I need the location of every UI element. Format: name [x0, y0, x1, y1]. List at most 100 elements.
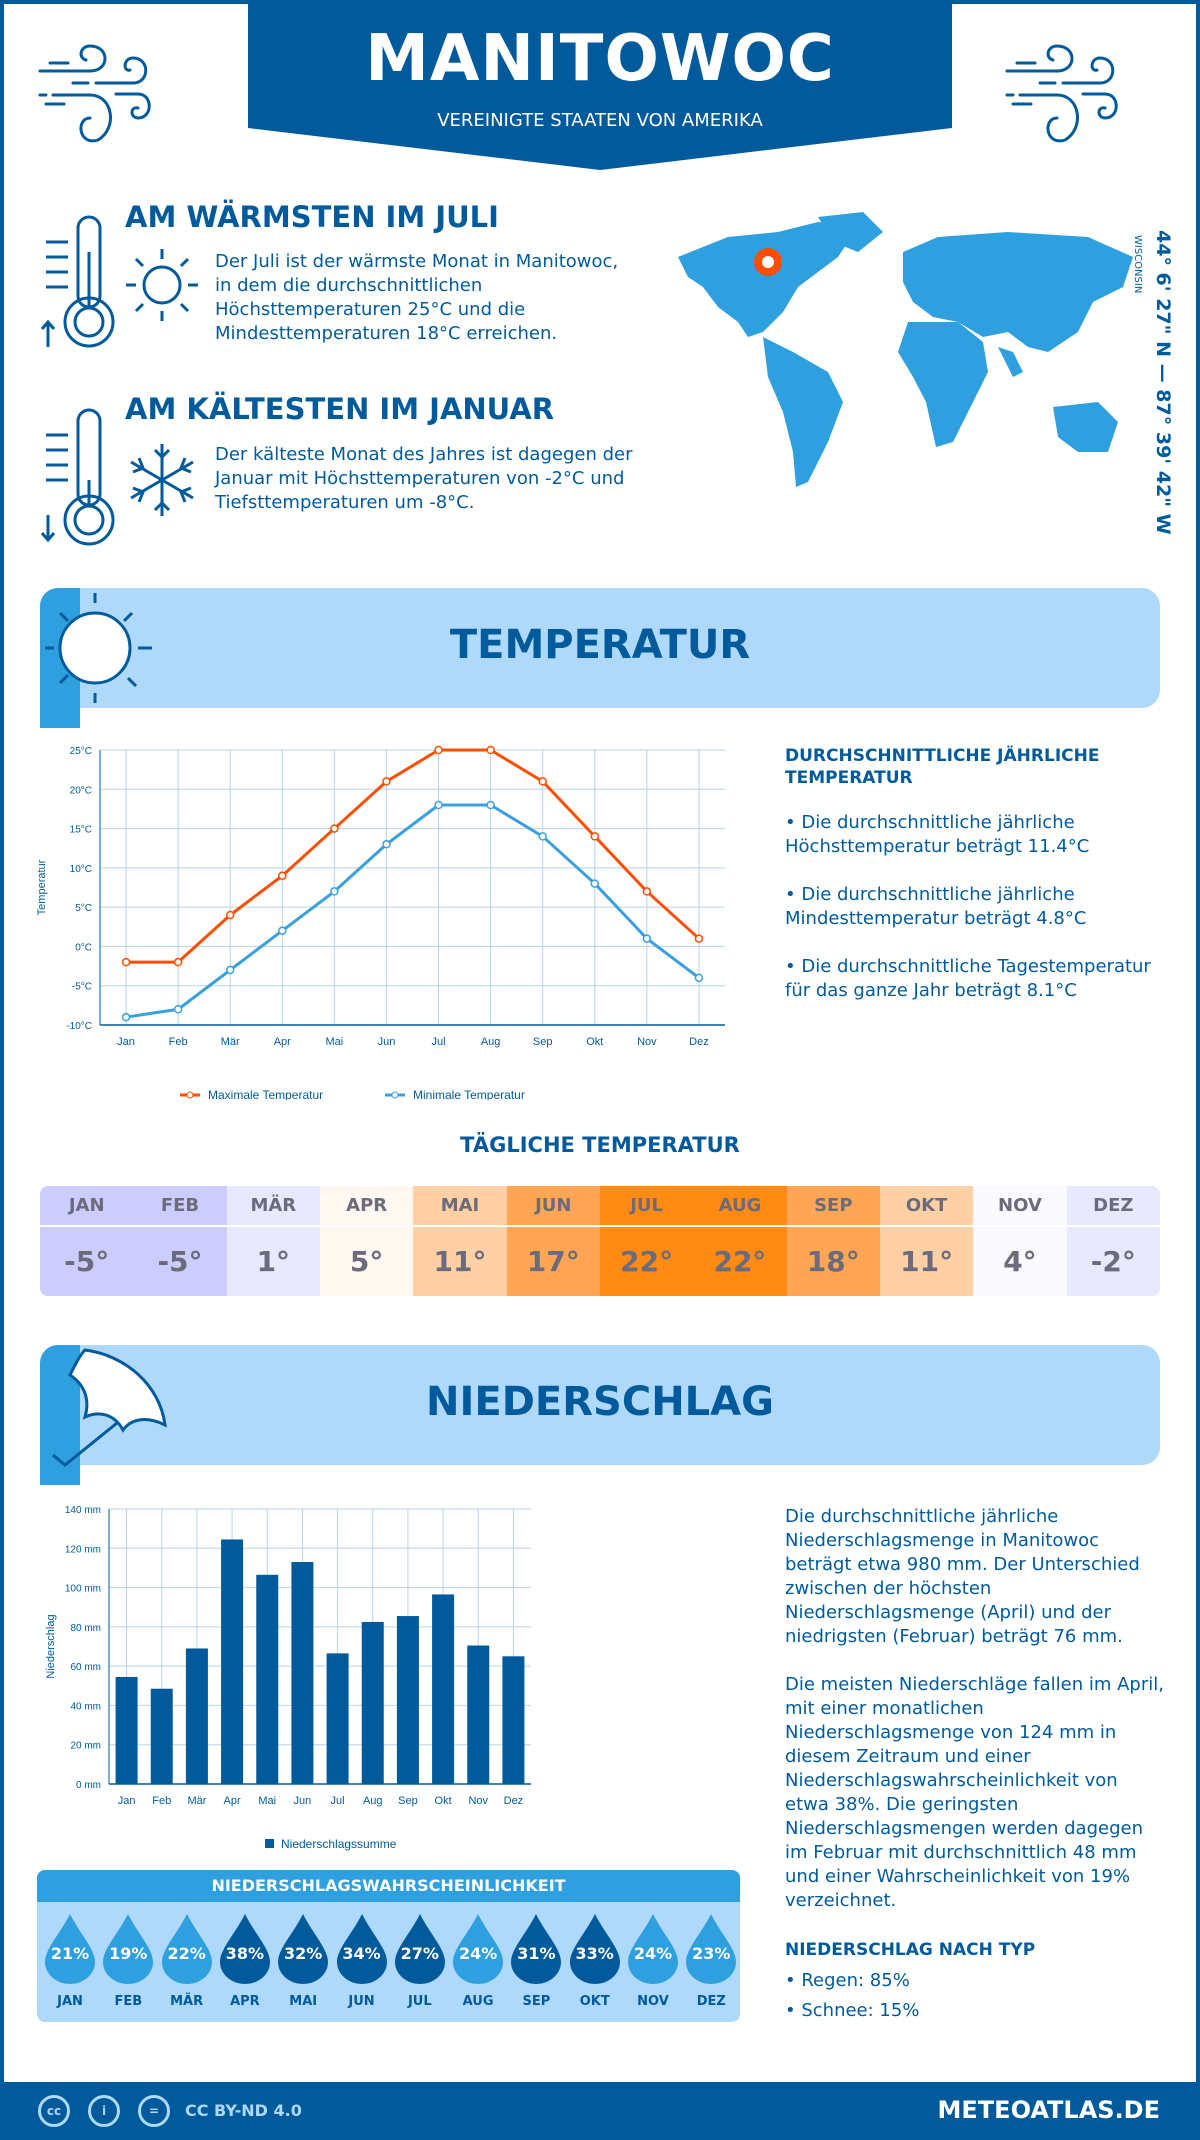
- x-tick-label: Mär: [221, 1036, 240, 1048]
- precipitation-text-1: Die durchschnittliche jährliche Niedersc…: [785, 1506, 1140, 1647]
- data-point: [382, 777, 391, 786]
- raindrop-icon: [336, 1914, 387, 1984]
- x-tick-label: Jan: [117, 1036, 135, 1048]
- probability-month: SEP: [522, 1994, 551, 2009]
- probability-month: NOV: [637, 1994, 669, 2009]
- raindrop-icon: [511, 1914, 562, 1984]
- precip-bar: [115, 1676, 138, 1784]
- precip-bar: [291, 1562, 314, 1784]
- data-point: [173, 1005, 183, 1014]
- daily-month: MAI: [413, 1186, 507, 1227]
- bullet: • Die durchschnittliche jährliche Mindes…: [785, 884, 1087, 929]
- y-tick-label: 15°C: [70, 825, 92, 836]
- daily-value: -5°: [133, 1226, 227, 1296]
- y-axis-label: Niederschlag: [45, 1614, 57, 1678]
- precip-bar: [467, 1645, 490, 1784]
- y-tick-label: 40 mm: [70, 1701, 101, 1712]
- raindrop-icon: [569, 1914, 620, 1984]
- probability-value: 33%: [575, 1944, 614, 1963]
- x-tick-label: Jul: [331, 1795, 345, 1807]
- precipitation-text-2: Die meisten Niederschläge fallen im Apri…: [785, 1674, 1164, 1911]
- snowflake-icon: [130, 444, 194, 516]
- probability-value: 31%: [517, 1944, 556, 1963]
- daily-month: DEZ: [1066, 1186, 1160, 1227]
- data-point: [225, 965, 235, 975]
- bullet: • Die durchschnittliche Tagestemperatur …: [785, 956, 1151, 1001]
- daily-month: MÄR: [226, 1186, 320, 1227]
- license-text[interactable]: CC BY-ND 4.0: [185, 2101, 302, 2120]
- data-point: [382, 840, 391, 849]
- precip-bar: [256, 1574, 279, 1784]
- y-tick-label: -10°C: [66, 1021, 92, 1032]
- x-tick-label: Sep: [398, 1795, 418, 1807]
- data-point: [278, 926, 287, 935]
- daily-month: JUN: [506, 1186, 600, 1227]
- probability-month: AUG: [462, 1994, 494, 2009]
- annual-temperature-heading: DURCHSCHNITTLICHE JÄHRLICHE TEMPERATUR: [785, 746, 1100, 788]
- probability-value: 23%: [692, 1944, 731, 1963]
- daily-value: 1°: [226, 1226, 320, 1296]
- y-tick-label: 20 mm: [70, 1741, 101, 1752]
- precipitation-info: Die durchschnittliche jährliche Niedersc…: [785, 1505, 1165, 2023]
- probability-month: JUL: [407, 1994, 432, 2009]
- annual-temperature-info: DURCHSCHNITTLICHE JÄHRLICHE TEMPERATUR •…: [785, 745, 1165, 1003]
- x-tick-label: Apr: [224, 1795, 241, 1807]
- precipitation-probability-panel: NIEDERSCHLAGSWAHRSCHEINLICHKEIT 21% JAN 19%…: [37, 1870, 740, 2022]
- x-tick-label: Mai: [258, 1795, 276, 1807]
- probability-value: 22%: [167, 1944, 206, 1963]
- daily-month: AUG: [693, 1186, 787, 1227]
- y-tick-label: 10°C: [70, 864, 92, 875]
- data-point: [121, 957, 131, 967]
- page-title: MANITOWOC: [365, 22, 835, 96]
- probability-drop: 21% JAN: [45, 1914, 95, 2009]
- probability-month: MÄR: [170, 1994, 204, 2009]
- daily-value: 18°: [786, 1226, 880, 1296]
- precip-type-snow: • Schnee: 15%: [785, 2000, 920, 2021]
- data-point: [486, 800, 495, 810]
- data-point: [590, 879, 600, 888]
- site-link[interactable]: METEOATLAS.DE: [937, 2096, 1160, 2124]
- probability-value: 24%: [633, 1944, 673, 1963]
- precip-bar: [396, 1616, 419, 1784]
- temperature-chart: -10°C -5°C 0°C 5°C 10°C 15°C 20°C 25°C Jan Feb Mär…: [36, 745, 725, 1100]
- thermometer-warm-icon: [40, 215, 115, 348]
- cc-icon[interactable]: cc: [38, 2095, 70, 2127]
- raindrop-icon: [453, 1914, 504, 1984]
- no-derivatives-icon[interactable]: =: [138, 2095, 170, 2127]
- probability-value: 27%: [400, 1944, 439, 1963]
- precipitation-chart: 0 mm 20 mm 40 mm 60 mm 80 mm 100 mm 120 mm 140 …: [45, 1505, 531, 1851]
- precip-bar: [185, 1648, 208, 1784]
- data-point: [486, 745, 495, 755]
- probability-value: 38%: [225, 1944, 265, 1963]
- x-tick-label: Apr: [274, 1036, 291, 1048]
- precip-bar: [150, 1688, 173, 1784]
- y-tick-label: -5°C: [72, 982, 92, 993]
- x-tick-label: Jun: [294, 1795, 312, 1807]
- thermometer-cold-icon: [40, 408, 115, 546]
- y-tick-label: 25°C: [70, 746, 92, 757]
- temperature-title: TEMPERATUR: [449, 622, 751, 668]
- daily-value: 11°: [413, 1226, 507, 1296]
- x-tick-label: Feb: [169, 1036, 188, 1048]
- raindrop-icon: [45, 1914, 95, 1984]
- data-point: [434, 745, 443, 755]
- x-tick-label: Mai: [326, 1036, 344, 1048]
- precip-bar: [326, 1653, 349, 1784]
- attribution-icon[interactable]: i: [88, 2095, 120, 2127]
- raindrop-icon: [394, 1914, 445, 1984]
- daily-temperature-heading: TÄGLICHE TEMPERATUR: [460, 1133, 740, 1157]
- sun-icon: [126, 249, 198, 321]
- x-tick-label: Aug: [481, 1036, 501, 1048]
- probability-drop: 34% JUN: [336, 1914, 387, 2009]
- daily-value: 11°: [879, 1226, 974, 1296]
- daily-month: OKT: [879, 1186, 974, 1227]
- x-tick-label: Dez: [689, 1036, 709, 1048]
- data-point: [225, 910, 235, 920]
- probability-month: FEB: [114, 1994, 143, 2009]
- probability-value: 32%: [284, 1944, 323, 1963]
- data-point: [694, 973, 704, 983]
- probability-drop: 22% MÄR: [161, 1914, 212, 2009]
- precip-bar: [502, 1656, 525, 1784]
- daily-month: APR: [319, 1186, 414, 1227]
- warmest-text: Der Juli ist der wärmste Monat in Manito…: [215, 251, 619, 344]
